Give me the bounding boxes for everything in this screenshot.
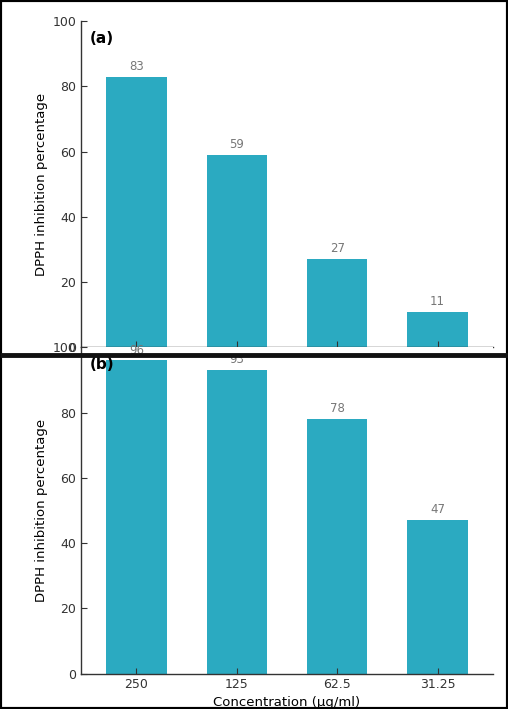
Text: (b): (b) (89, 357, 114, 372)
Y-axis label: DPPH inhibition percentage: DPPH inhibition percentage (36, 93, 48, 276)
Bar (207, 155, 267, 347)
Text: 11: 11 (430, 295, 445, 308)
Bar (407, 520, 468, 674)
Text: 47: 47 (430, 503, 445, 516)
Text: 93: 93 (230, 353, 244, 367)
Text: (a): (a) (89, 31, 114, 46)
Bar (106, 77, 167, 347)
Text: 27: 27 (330, 242, 345, 255)
Bar (307, 259, 367, 347)
Text: 78: 78 (330, 402, 344, 415)
Text: 59: 59 (230, 138, 244, 151)
Bar (307, 419, 367, 674)
Bar (407, 311, 468, 347)
Text: 96: 96 (129, 344, 144, 357)
Text: 83: 83 (129, 60, 144, 73)
Bar (207, 370, 267, 674)
Bar (106, 360, 167, 674)
X-axis label: Concentration (μg/ml): Concentration (μg/ml) (213, 696, 361, 708)
Y-axis label: DPPH inhibition percentage: DPPH inhibition percentage (36, 419, 48, 602)
X-axis label: Concentration (mg/ml): Concentration (mg/ml) (211, 369, 363, 382)
